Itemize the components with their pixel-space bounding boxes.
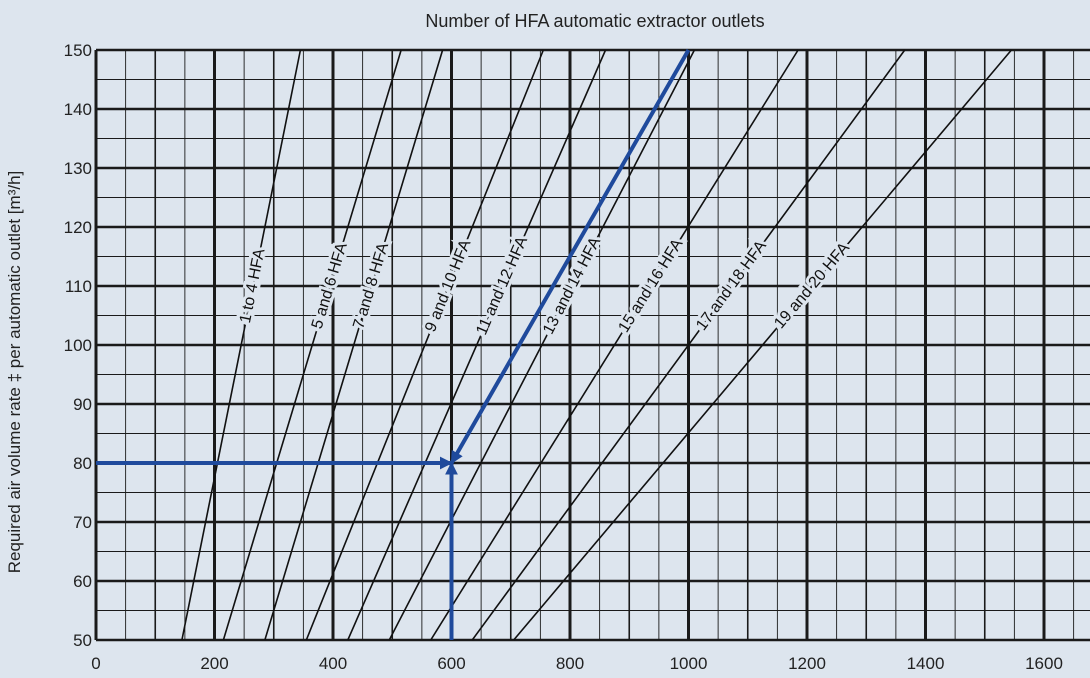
y-axis-label: Required air volume rate ‡ per automatic…: [5, 171, 24, 574]
y-tick-label: 110: [65, 277, 92, 296]
example-arrows: [96, 49, 691, 640]
series-line: [388, 49, 696, 641]
grid: [94, 48, 1090, 642]
y-tick-label: 100: [64, 336, 92, 355]
y-tick-label: 70: [73, 513, 92, 532]
y-tick-label: 60: [73, 572, 92, 591]
y-tick-label: 130: [64, 159, 92, 178]
x-tick-label: 1000: [670, 654, 708, 673]
series-line: [430, 49, 799, 641]
x-tick-label: 600: [437, 654, 465, 673]
x-tick-label: 0: [91, 654, 100, 673]
x-tick-label: 400: [319, 654, 347, 673]
y-tick-label: 150: [64, 41, 92, 60]
series-line: [222, 49, 402, 641]
y-tick-label: 50: [73, 631, 92, 650]
y-tick-label: 140: [64, 100, 92, 119]
series-line: [347, 49, 607, 641]
y-tick-label: 120: [64, 218, 92, 237]
series-line: [471, 49, 906, 641]
series-line: [513, 49, 1013, 641]
x-tick-label: 800: [556, 654, 584, 673]
x-tick-label: 1600: [1025, 654, 1063, 673]
x-tick-label: 200: [200, 654, 228, 673]
tick-labels: 50 60 70 80 90 100 110 120 130 140 150 0 200 400 600 80…: [64, 41, 1063, 673]
x-tick-label: 1200: [788, 654, 826, 673]
example-arrow-diagonal: [449, 49, 691, 465]
y-tick-label: 90: [73, 395, 92, 414]
series-line: [264, 49, 444, 641]
series-line: [305, 49, 545, 641]
series-line: [181, 49, 302, 641]
chart-title: Number of HFA automatic extractor outlet…: [425, 11, 764, 31]
x-tick-label: 1400: [907, 654, 945, 673]
y-tick-label: 80: [73, 454, 92, 473]
